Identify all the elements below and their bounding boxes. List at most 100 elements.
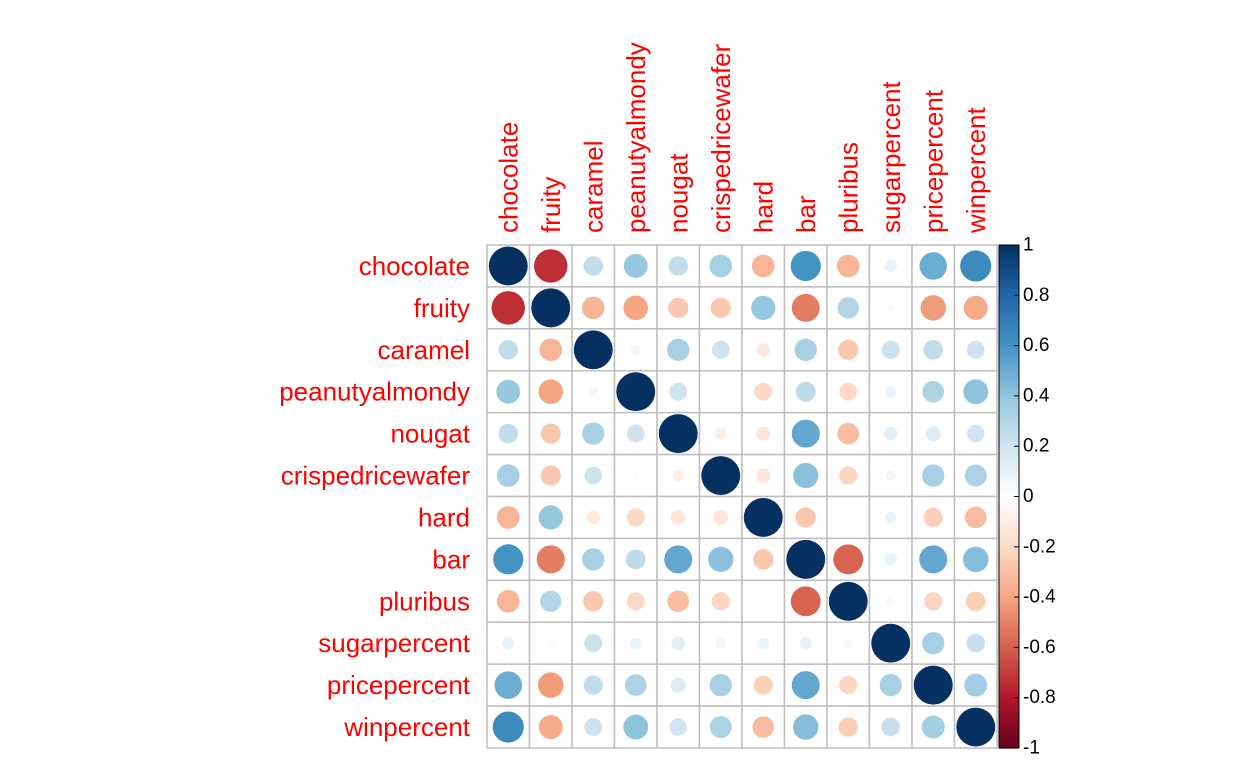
colorbar-segment (999, 614, 1019, 618)
colorbar-segment (999, 617, 1019, 621)
correlation-circle (669, 718, 687, 736)
colorbar-segment (999, 295, 1019, 299)
colorbar-segment (999, 582, 1019, 586)
colorbar-segment (999, 330, 1019, 334)
column-label-peanutyalmondy: peanutyalmondy (621, 42, 651, 233)
correlation-circle (538, 379, 564, 405)
correlation-circle (625, 549, 646, 570)
colorbar-segment (999, 345, 1019, 349)
matrix-cell-pluribus-winpercent (953, 579, 998, 623)
colorbar-segment (999, 521, 1019, 525)
colorbar-segment (999, 383, 1019, 387)
matrix-cell-pricepercent-hard (741, 663, 786, 707)
matrix-cell-crispedricewafer-caramel (571, 453, 616, 498)
colorbar-segment (999, 343, 1019, 347)
colorbar-segment (999, 546, 1019, 550)
correlation-circle (913, 665, 953, 705)
colorbar-segment (999, 705, 1019, 709)
colorbar-segment (999, 327, 1019, 332)
correlation-circle (839, 466, 858, 485)
correlation-circle (714, 427, 727, 440)
correlation-circle (670, 677, 686, 693)
matrix-cell-pluribus-peanutyalmondy (613, 579, 658, 623)
correlation-circle (540, 590, 562, 612)
colorbar-segment (999, 662, 1019, 666)
correlation-circle (838, 717, 858, 737)
colorbar-segment (999, 285, 1019, 289)
colorbar-segment (999, 400, 1019, 405)
correlation-circle (752, 716, 775, 738)
matrix-cell-bar-hard (741, 537, 786, 582)
colorbar-segment (999, 433, 1019, 437)
colorbar-tick-label: -1 (1023, 738, 1040, 759)
matrix-cell-peanutyalmondy-crispedricewafer (698, 370, 743, 414)
matrix-cell-crispedricewafer-fruity (528, 453, 573, 498)
matrix-cell-crispedricewafer-winpercent (953, 453, 998, 498)
correlation-circle (791, 293, 820, 322)
colorbar-segment (999, 637, 1019, 641)
correlation-circle (573, 330, 613, 370)
matrix-cell-bar-winpercent (953, 537, 998, 582)
colorbar-segment (999, 700, 1019, 704)
correlation-circle (793, 462, 819, 489)
colorbar-segment (999, 448, 1019, 452)
correlation-circle (833, 544, 864, 575)
colorbar-segment (999, 742, 1019, 747)
matrix-cell-winpercent-sugarpercent (868, 705, 913, 749)
correlation-circle (966, 633, 986, 653)
colorbar-segment (999, 418, 1019, 422)
colorbar-tick-label: 0 (1023, 486, 1034, 507)
correlation-circle (534, 249, 568, 283)
colorbar-segment (999, 672, 1019, 676)
colorbar-tick-label: -0.2 (1023, 536, 1056, 557)
correlation-circle (881, 717, 901, 737)
column-label-crispedricewafer: crispedricewafer (706, 43, 736, 233)
matrix-cell-caramel-pluribus (826, 328, 871, 372)
colorbar-segment (999, 245, 1019, 249)
correlation-circle (792, 714, 819, 740)
column-label-pricepercent: pricepercent (918, 89, 948, 233)
correlation-circle (672, 469, 685, 482)
colorbar-segment (999, 707, 1019, 711)
colorbar-segment (999, 526, 1019, 530)
colorbar-segment (999, 277, 1019, 281)
colorbar-segment (999, 393, 1019, 397)
colorbar-segment (999, 456, 1019, 460)
matrix-cell-pluribus-chocolate (486, 579, 531, 623)
correlation-circle (708, 546, 734, 572)
colorbar-segment (999, 340, 1019, 344)
matrix-cell-crispedricewafer-pluribus (826, 453, 871, 498)
colorbar-segment (999, 506, 1019, 510)
colorbar-segment (999, 476, 1019, 480)
row-labels: chocolate fruity caramel peanutyalmondy noug… (279, 251, 471, 742)
colorbar-segment (999, 410, 1019, 415)
correlation-circle (920, 295, 947, 321)
matrix-cell-crispedricewafer-crispedricewafer (698, 453, 743, 498)
correlation-circle (960, 250, 992, 282)
colorbar-segment (999, 320, 1019, 324)
colorbar-segment (999, 307, 1019, 311)
colorbar-segment (999, 504, 1019, 508)
colorbar-tick-label: 1 (1023, 235, 1034, 256)
correlation-circle (761, 599, 766, 604)
matrix-cell-peanutyalmondy-sugarpercent (868, 370, 913, 414)
matrix-cell-fruity-caramel (571, 286, 616, 330)
column-label-winpercent: winpercent (961, 106, 991, 234)
colorbar-segment (999, 478, 1019, 483)
colorbar-segment (999, 551, 1019, 555)
matrix-cell-winpercent-peanutyalmondy (613, 705, 658, 749)
colorbar-segment (999, 325, 1019, 329)
matrix-cell-fruity-sugarpercent (868, 286, 913, 330)
correlation-circle (828, 581, 868, 621)
matrix-cell-peanutyalmondy-fruity (528, 370, 573, 414)
colorbar-segment (999, 639, 1019, 643)
correlation-circle (491, 291, 525, 325)
matrix-cell-hard-nougat (656, 495, 701, 540)
colorbar-segment (999, 302, 1019, 306)
colorbar-segment (999, 267, 1019, 271)
colorbar-segment (999, 499, 1019, 503)
correlation-circle (919, 545, 948, 574)
colorbar-segment (999, 514, 1019, 518)
cell-border (868, 286, 913, 330)
